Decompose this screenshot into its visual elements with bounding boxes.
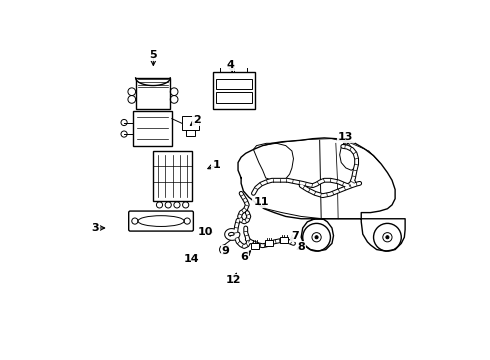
FancyBboxPatch shape <box>251 243 259 249</box>
Text: 13: 13 <box>338 132 353 142</box>
Text: 10: 10 <box>198 227 213 237</box>
FancyBboxPatch shape <box>280 237 288 243</box>
Text: 3: 3 <box>91 223 98 233</box>
Text: 4: 4 <box>226 60 234 70</box>
Text: 8: 8 <box>297 242 305 252</box>
FancyBboxPatch shape <box>265 240 273 247</box>
Text: 6: 6 <box>240 252 248 262</box>
Circle shape <box>315 236 318 239</box>
Text: 11: 11 <box>253 197 269 207</box>
Text: 2: 2 <box>194 115 201 125</box>
Text: 9: 9 <box>222 246 230 256</box>
Text: 1: 1 <box>213 160 220 170</box>
Text: 12: 12 <box>226 275 241 285</box>
Text: 14: 14 <box>184 254 199 264</box>
Text: 7: 7 <box>291 231 299 241</box>
Text: 5: 5 <box>149 50 157 60</box>
Circle shape <box>386 236 389 239</box>
